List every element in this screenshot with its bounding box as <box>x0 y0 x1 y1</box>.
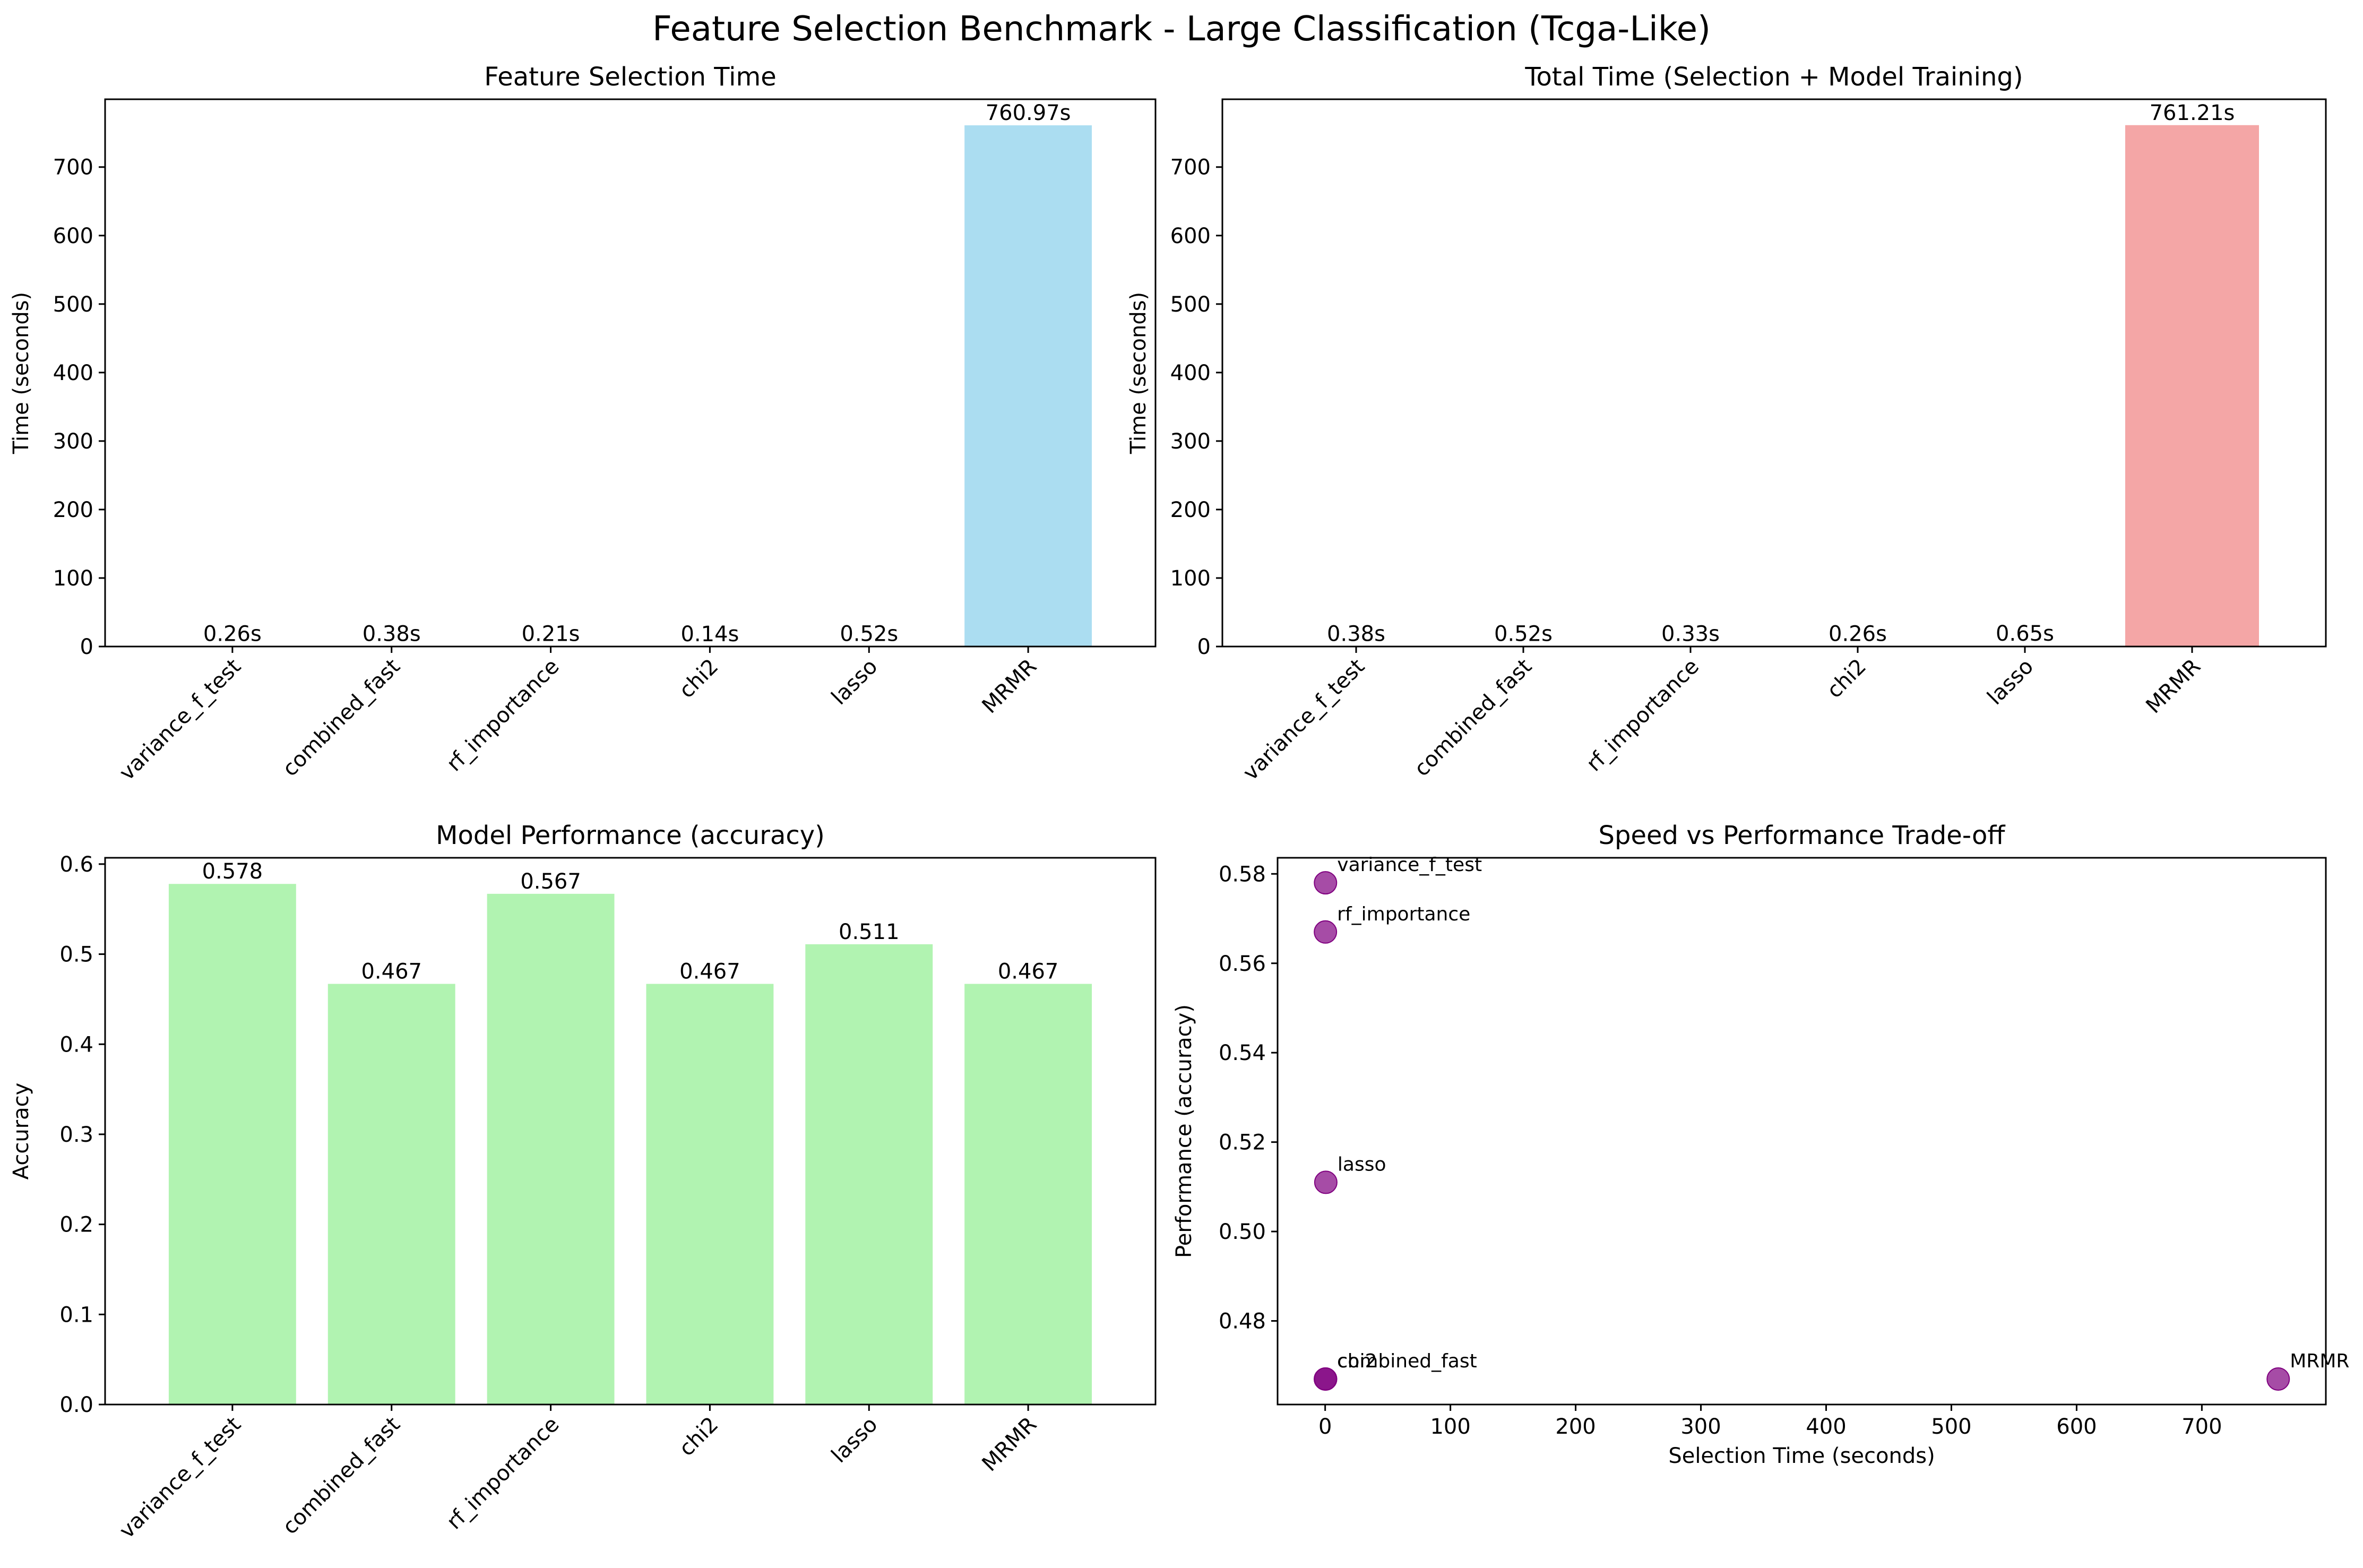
x-tick-label: 400 <box>1806 1415 1846 1439</box>
y-axis-label: Performance (accuracy) <box>1172 1004 1196 1258</box>
y-tick-label: 0.5 <box>59 943 93 967</box>
point-label: MRMR <box>2290 1350 2349 1372</box>
x-tick-label: 300 <box>1680 1415 1721 1439</box>
y-tick-label: 400 <box>1170 361 1211 385</box>
x-tick-label: 200 <box>1555 1415 1596 1439</box>
bar-value-label: 0.511 <box>839 920 900 944</box>
y-tick-label: 200 <box>1170 498 1211 522</box>
x-tick-label: 0 <box>1318 1415 1332 1439</box>
y-tick-label: 0.54 <box>1219 1041 1266 1065</box>
x-tick-label: 700 <box>2181 1415 2222 1439</box>
y-tick-label: 0 <box>80 635 93 659</box>
bar-value-label: 0.14s <box>680 622 739 647</box>
bar-value-label: 0.467 <box>679 960 740 984</box>
bar-value-label: 0.38s <box>363 622 421 647</box>
y-tick-label: 600 <box>53 224 93 248</box>
point-label: combined_fast <box>1338 1350 1477 1372</box>
y-axis-label: Accuracy <box>9 1083 33 1180</box>
x-tick-label: 100 <box>1430 1415 1470 1439</box>
x-tick-label: 600 <box>2056 1415 2097 1439</box>
y-tick-label: 400 <box>53 361 93 385</box>
bar-value-label: 0.578 <box>202 859 263 884</box>
panel-performance: Model Performance (accuracy) Accuracy 0.0 0… <box>9 821 1157 1543</box>
panel-title: Feature Selection Time <box>484 62 777 92</box>
point-label: rf_importance <box>1337 903 1470 925</box>
x-tick-label: 500 <box>1931 1415 1971 1439</box>
axes-frame <box>1221 98 2327 648</box>
bar-chi2 <box>646 984 774 1405</box>
bar-value-label: 0.21s <box>522 622 580 647</box>
panel-tradeoff: Speed vs Performance Trade-off Performanc… <box>1172 821 2349 1468</box>
y-tick-label: 0.58 <box>1219 862 1266 886</box>
y-tick-label: 0.3 <box>59 1123 93 1147</box>
point-label: chi2 <box>1337 1350 1377 1372</box>
y-tick-label: 200 <box>53 498 93 522</box>
y-axis-label: Time (seconds) <box>9 292 33 454</box>
bar-value-label: 0.26s <box>1829 622 1887 647</box>
y-tick-label: 0.56 <box>1219 952 1266 976</box>
point-label: lasso <box>1338 1153 1386 1175</box>
y-tick-label: 0.50 <box>1219 1220 1266 1244</box>
bar-value-label: 0.567 <box>520 869 581 894</box>
y-tick-label: 100 <box>53 566 93 591</box>
bar-value-label: 0.65s <box>1996 622 2054 646</box>
bar-MRMR <box>964 125 1092 647</box>
y-tick-label: 500 <box>1170 292 1211 317</box>
y-tick-label: 0 <box>1197 635 1211 659</box>
point-chi2 <box>1313 1367 1337 1391</box>
bar-value-label: 761.21s <box>2150 101 2235 125</box>
bar-MRMR <box>2125 125 2259 647</box>
panel-title: Model Performance (accuracy) <box>436 821 825 850</box>
x-axis-label: Selection Time (seconds) <box>1668 1444 1935 1468</box>
bar-value-label: 0.33s <box>1661 622 1720 647</box>
bar-value-label: 0.38s <box>1327 622 1385 647</box>
y-tick-label: 300 <box>1170 429 1211 454</box>
bar-value-label: 0.52s <box>1494 622 1553 646</box>
y-tick-label: 700 <box>53 156 93 180</box>
bar-lasso <box>805 944 933 1405</box>
y-tick-label: 0.52 <box>1219 1131 1266 1155</box>
bar-MRMR <box>964 984 1092 1405</box>
bar-value-label: 0.26s <box>203 622 262 647</box>
point-MRMR <box>2266 1367 2290 1391</box>
y-tick-label: 0.48 <box>1219 1309 1266 1334</box>
axes-frame <box>104 98 1157 648</box>
y-tick-label: 600 <box>1170 224 1211 248</box>
y-tick-label: 700 <box>1170 156 1211 180</box>
bar-combined_fast <box>327 984 455 1405</box>
y-tick-label: 500 <box>53 292 93 317</box>
bar-value-label: 0.467 <box>361 960 422 984</box>
y-tick-label: 0.0 <box>59 1393 93 1417</box>
point-rf_importance <box>1314 920 1338 944</box>
bar-value-label: 760.97s <box>986 101 1071 125</box>
bar-value-label: 0.52s <box>840 622 898 646</box>
axes-frame <box>104 857 1157 1406</box>
y-tick-label: 0.4 <box>59 1032 93 1057</box>
bar-variance_f_test <box>168 884 296 1405</box>
panel-title: Total Time (Selection + Model Training) <box>1524 62 2023 92</box>
bar-rf_importance <box>487 893 615 1405</box>
axes-frame <box>1277 857 2327 1406</box>
y-tick-label: 0.1 <box>59 1303 93 1327</box>
y-tick-label: 0.2 <box>59 1213 93 1237</box>
y-tick-label: 0.6 <box>59 852 93 877</box>
y-tick-label: 300 <box>53 429 93 454</box>
figure-title: Feature Selection Benchmark - Large Clas… <box>652 10 1711 49</box>
panel-title: Speed vs Performance Trade-off <box>1599 821 2006 850</box>
y-tick-label: 100 <box>1170 566 1211 591</box>
point-lasso <box>1314 1170 1338 1194</box>
y-axis-label: Time (seconds) <box>1126 292 1151 454</box>
bar-value-label: 0.467 <box>998 960 1059 984</box>
point-variance_f_test <box>1314 871 1338 895</box>
